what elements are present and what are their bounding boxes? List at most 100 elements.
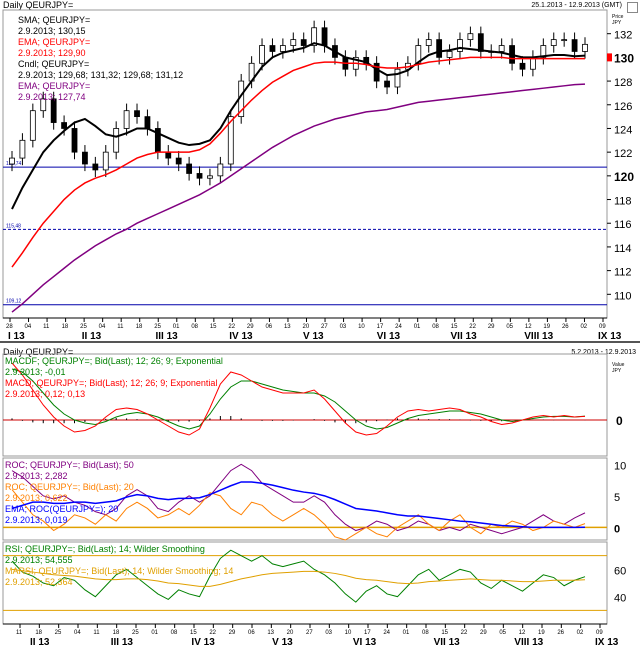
x-tick-label: 11 (117, 324, 124, 330)
x-tick-label: 17 (364, 630, 371, 636)
bottom-date-range: 5.2.2013 - 12.9.2013 (571, 349, 636, 356)
legend-entry: 2.9.2013; 129,68; 131,32; 129,68; 131,12 (18, 70, 184, 80)
x-tick-label: 19 (543, 324, 550, 330)
x-tick-label: 15 (190, 630, 197, 636)
legend-entry: 2.9.2013; 127,74 (18, 92, 86, 102)
legend-entry: Cndl; QEURJPY= (18, 59, 90, 69)
legend-entry: SMA; QEURJPY= (18, 15, 91, 25)
x-tick-label: 13 (267, 630, 274, 636)
legend-entry: MACD; QEURJPY=; Bid(Last); 12; 26; 9; Ex… (5, 378, 218, 388)
x-tick-label: 02 (577, 630, 584, 636)
x-month-label: I 13 (8, 331, 25, 342)
candle-body (457, 39, 463, 52)
y-tick-label: 124 (614, 124, 632, 136)
x-tick-label: 26 (562, 324, 569, 330)
macd-line (11, 362, 586, 436)
candle-body (582, 43, 588, 52)
candle-body (9, 157, 15, 165)
candle-body (196, 173, 203, 179)
x-month-label: II 13 (30, 637, 50, 648)
legend-entry: 2.9.2013; 54,555 (5, 555, 73, 565)
x-tick-label: 19 (538, 630, 545, 636)
macd-line (11, 368, 586, 430)
x-tick-label: 12 (525, 324, 532, 330)
y-tick-label: 0 (614, 523, 620, 535)
candle-body (384, 80, 390, 88)
y-tick-label: 118 (614, 196, 632, 208)
x-tick-label: 22 (209, 630, 216, 636)
y-tick-label: 120 (614, 170, 634, 184)
candle-body (134, 110, 140, 118)
rsi-line (11, 549, 586, 603)
roc-line (11, 463, 586, 535)
x-tick-label: 18 (35, 630, 42, 636)
x-tick-label: 03 (340, 324, 347, 330)
bottom-panel-title: Daily QEURJPY= (3, 347, 74, 357)
x-tick-label: 06 (248, 630, 255, 636)
legend-entry: 2.9.2013; 0,019 (5, 515, 68, 525)
candle-body (300, 39, 307, 46)
y-tick-label: 110 (614, 290, 632, 302)
x-month-label: IV 13 (229, 331, 253, 342)
x-tick-label: 04 (74, 630, 81, 636)
series-line (11, 56, 585, 268)
x-tick-label: 08 (432, 324, 439, 330)
x-month-label: IX 13 (598, 331, 622, 342)
candle-body (561, 39, 568, 42)
candle-body (279, 45, 286, 52)
candle-body (519, 62, 526, 70)
y-unit-label: Price (612, 14, 624, 20)
x-tick-label: 24 (395, 324, 402, 330)
x-tick-label: 02 (580, 324, 587, 330)
y-tick-label: 130 (614, 51, 634, 65)
x-tick-label: 20 (287, 630, 294, 636)
candle-body (29, 110, 36, 141)
candle-body (50, 98, 57, 123)
x-tick-label: 25 (80, 324, 87, 330)
x-tick-label: 08 (422, 630, 429, 636)
current-price-marker (607, 53, 612, 62)
x-month-label: VII 13 (434, 637, 461, 648)
y-unit-label: JPY (612, 20, 622, 26)
y-tick-label: 114 (614, 243, 632, 255)
x-tick-label: 29 (488, 324, 495, 330)
candle-body (550, 39, 557, 46)
x-tick-label: 18 (113, 630, 120, 636)
legend-entry: EMA; ROC(QEURJPY=); 20 (5, 504, 119, 514)
indicator-frame (2, 353, 608, 457)
x-tick-label: 15 (210, 324, 217, 330)
roc-line (11, 489, 586, 541)
legend-entry: 2.9.2013; 129,90 (18, 48, 86, 58)
candle-body (498, 45, 505, 52)
x-month-label: V 13 (272, 637, 293, 648)
x-tick-label: 01 (414, 324, 421, 330)
top-date-range: 25.1.2013 - 12.9.2013 (GMT) (531, 2, 622, 9)
x-tick-label: 28 (6, 324, 13, 330)
candle-body (571, 39, 578, 52)
x-tick-label: 27 (306, 630, 313, 636)
legend-entry: MARSI; QEURJPY=; Bid(Last); 14; Wilder S… (5, 566, 234, 576)
candle-body (290, 39, 297, 46)
candle-body (373, 62, 380, 82)
x-tick-label: 22 (461, 630, 468, 636)
candle-body (165, 151, 172, 159)
candle-body (394, 68, 401, 88)
legend-entry: ROC; QEURJPY=; Bid(Last); 50 (5, 460, 134, 470)
legend-entry: ROC; QEURJPY=; Bid(Last); 20 (5, 482, 134, 492)
legend-entry: MACDF; QEURJPY=; Bid(Last); 12; 26; 9; E… (5, 356, 223, 366)
candle-body (540, 45, 547, 58)
candle-body (269, 45, 276, 52)
x-month-label: VII 13 (451, 331, 478, 342)
x-tick-label: 15 (441, 630, 448, 636)
y-tick-label: 132 (614, 30, 632, 42)
candle-body (186, 163, 193, 174)
indicator-frame (2, 457, 608, 541)
top-panel-title: Daily QEURJPY= (3, 0, 74, 10)
candle-body (82, 151, 88, 165)
close-icon[interactable] (627, 2, 638, 13)
y-tick-label: 112 (614, 267, 632, 279)
y-tick-label: 60 (614, 565, 626, 577)
x-tick-label: 20 (303, 324, 310, 330)
level-line-label: 109,12 (6, 299, 22, 305)
